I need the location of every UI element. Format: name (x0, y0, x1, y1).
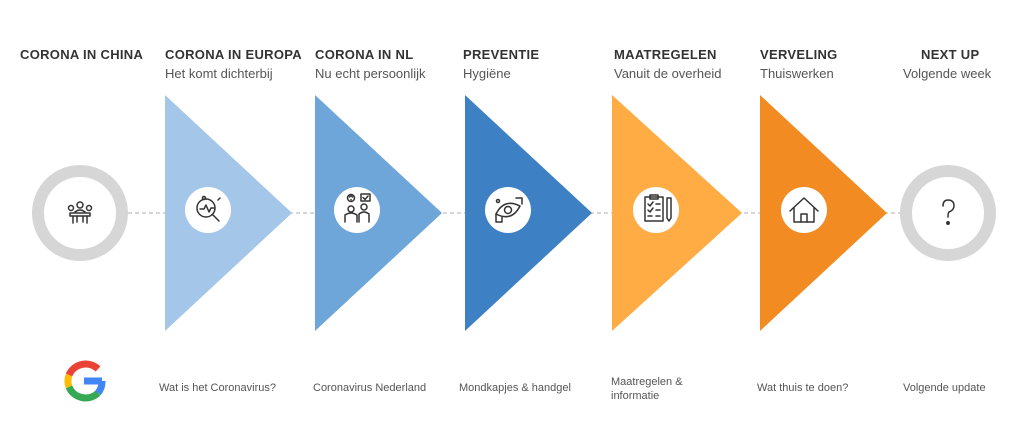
home-icon (789, 197, 819, 223)
step-preventie-subtitle: Hygiëne (463, 66, 511, 81)
step-nextup-subtitle: Volgende week (903, 66, 992, 81)
step-verveling-title: VERVELING (760, 47, 838, 62)
meeting-icon (67, 201, 93, 224)
step-europa-subtitle: Het komt dichterbij (165, 66, 273, 81)
step-nl-title: CORONA IN NL (315, 47, 414, 62)
checklist-icon (644, 194, 672, 222)
people-question-icon (344, 193, 371, 223)
link-wat-is-coronavirus[interactable]: Wat is het Coronavirus? (159, 382, 276, 394)
link-volgende-update[interactable]: Volgende update (903, 382, 986, 394)
step-nl-icon-bg (334, 187, 380, 233)
step-maatregelen-title: MAATREGELEN (614, 47, 717, 62)
step-nl-subtitle: Nu echt persoonlijk (315, 66, 426, 81)
question-icon (942, 199, 955, 225)
step-china-title: CORONA IN CHINA (20, 47, 144, 62)
step-preventie-title: PREVENTIE (463, 47, 540, 62)
step-nextup-circle (900, 165, 996, 261)
step-europa-title: CORONA IN EUROPA (165, 47, 302, 62)
step-preventie-icon-bg (485, 187, 531, 233)
step-china-circle (32, 165, 128, 261)
handwash-icon (495, 197, 523, 223)
link-mondkapjes-handgel[interactable]: Mondkapjes & handgel (459, 382, 571, 394)
step-maatregelen-subtitle: Vanuit de overheid (614, 66, 722, 81)
step-nextup-title: NEXT UP (921, 47, 980, 62)
magnifier-virus-icon (196, 195, 221, 222)
step-verveling-icon-bg (781, 187, 827, 233)
link-maatregelen-informatie[interactable]: Maatregelen & informatie (611, 376, 683, 402)
google-g-icon[interactable] (64, 360, 106, 402)
link-wat-thuis-te-doen[interactable]: Wat thuis te doen? (757, 382, 849, 394)
step-verveling-subtitle: Thuiswerken (760, 66, 834, 81)
link-coronavirus-nederland[interactable]: Coronavirus Nederland (313, 382, 427, 394)
